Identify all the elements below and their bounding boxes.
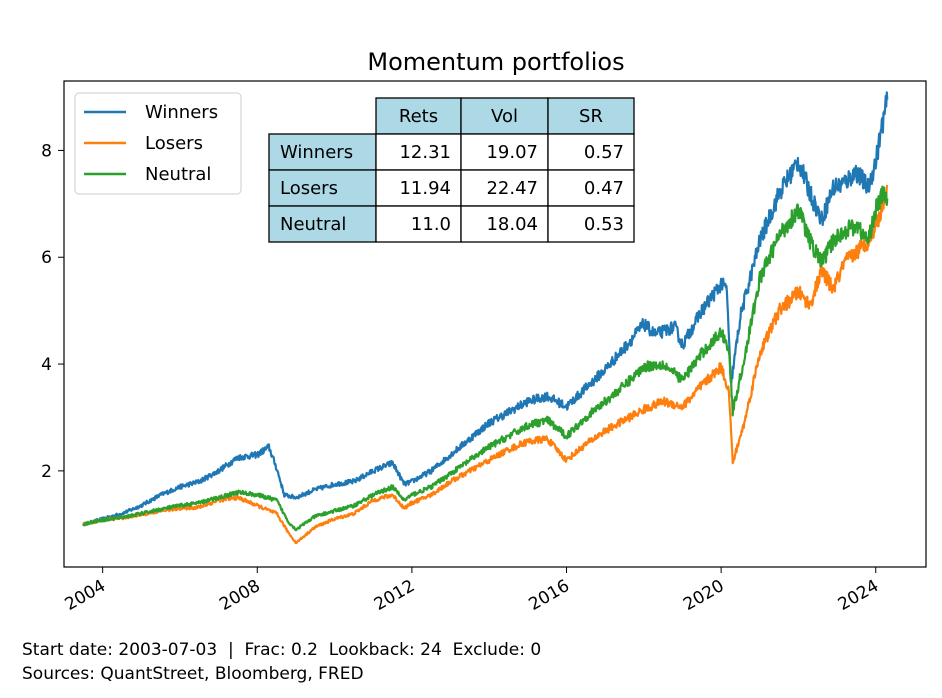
x-tick-label-2012: 2012 [371,576,418,615]
table-value-neutral-rets: 11.0 [411,214,451,235]
table-cell-losers-vol [460,169,549,207]
stats-table: Rets Vol SR Winners 12.31 19.07 0.57 Losers 11.9… [268,97,635,243]
table-header-label-sr: SR [579,106,603,127]
table-value-neutral-vol: 18.04 [486,214,538,235]
legend: Winners Losers Neutral [74,92,242,195]
legend-label-losers: Losers [145,133,203,154]
legend-box [74,92,242,195]
table-cell-winners-sr [547,133,635,171]
plot-layer [82,91,889,545]
table-cell-neutral-sr [547,205,635,243]
table-row-label-neutral: Neutral [280,214,346,235]
table-row-label-cell-neutral [268,205,377,243]
table-cell-winners-rets [375,133,462,171]
x-tick-label-2004: 2004 [62,576,109,615]
y-tick-label-2: 2 [41,462,52,482]
legend-label-neutral: Neutral [145,164,211,185]
x-tick-label-2020: 2020 [680,576,727,615]
table-value-losers-rets: 11.94 [399,178,451,199]
x-tick-label-2016: 2016 [526,576,573,615]
axes-frame [63,80,927,568]
table-row-label-cell-losers [268,169,377,207]
table-header-label-rets: Rets [399,106,438,127]
series-line-neutral [82,185,889,532]
x-tick-label-2008: 2008 [216,576,263,615]
series-line-losers [82,184,889,545]
momentum-chart: Momentum portfolios 2004 2008 2012 2016 2020… [41,48,927,615]
table-value-neutral-sr: 0.53 [584,214,624,235]
chart-title: Momentum portfolios [367,48,624,76]
table-value-winners-vol: 19.07 [486,142,538,163]
footer-parameters: Start date: 2003-07-03 | Frac: 0.2 Lookb… [22,640,542,660]
table-value-winners-rets: 12.31 [399,142,451,163]
table-header-cell-rets [375,97,462,135]
table-row-label-winners: Winners [280,142,353,163]
y-tick-label-8: 8 [41,141,52,161]
table-header-cell-sr [547,97,635,135]
table-value-winners-sr: 0.57 [584,142,624,163]
y-tick-label-6: 6 [41,248,52,268]
table-row-label-losers: Losers [280,178,338,199]
table-value-losers-sr: 0.47 [584,178,624,199]
x-tick-label-2024: 2024 [835,576,882,615]
table-cell-losers-sr [547,169,635,207]
table-value-losers-vol: 22.47 [486,178,538,199]
table-cell-neutral-vol [460,205,549,243]
legend-label-winners: Winners [145,102,218,123]
y-tick-label-4: 4 [41,355,52,375]
series-line-winners [82,91,889,527]
footer-sources: Sources: QuantStreet, Bloomberg, FRED [22,664,364,684]
table-header-label-vol: Vol [491,106,518,127]
table-cell-neutral-rets [375,205,462,243]
